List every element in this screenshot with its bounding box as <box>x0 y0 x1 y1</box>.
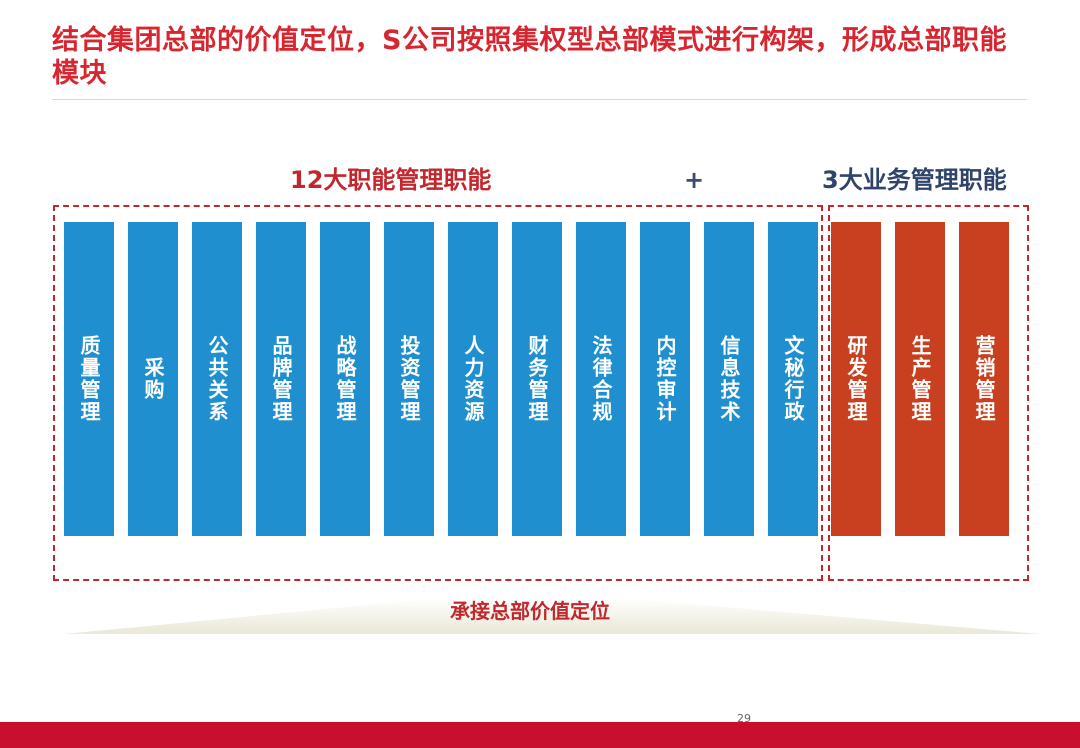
functional-item-label: 文秘行政 <box>781 335 805 423</box>
business-heading: 3大业务管理职能 <box>822 166 1007 194</box>
page-title: 结合集团总部的价值定位，S公司按照集权型总部模式进行构架，形成总部职能模块 <box>52 25 1007 89</box>
functional-item-label: 采购 <box>141 357 165 401</box>
functional-item: 公共关系 <box>192 222 242 536</box>
functional-item-label: 战略管理 <box>333 335 357 423</box>
functional-item: 投资管理 <box>384 222 434 536</box>
business-item: 研发管理 <box>831 222 881 536</box>
functional-item-label: 品牌管理 <box>269 335 293 423</box>
functional-item: 战略管理 <box>320 222 370 536</box>
functional-item: 人力资源 <box>448 222 498 536</box>
functional-item: 信息技术 <box>704 222 754 536</box>
functional-item-label: 人力资源 <box>461 335 485 423</box>
business-item-label: 研发管理 <box>844 335 868 423</box>
functional-item: 文秘行政 <box>768 222 818 536</box>
title-divider <box>52 99 1027 100</box>
functional-item-label: 质量管理 <box>77 335 101 423</box>
functional-item: 法律合规 <box>576 222 626 536</box>
functional-heading: 12大职能管理职能 <box>290 166 492 194</box>
functional-item: 采购 <box>128 222 178 536</box>
business-item: 营销管理 <box>959 222 1009 536</box>
functional-item: 内控审计 <box>640 222 690 536</box>
functional-item: 财务管理 <box>512 222 562 536</box>
footer-bar <box>0 722 1080 748</box>
functional-item-label: 信息技术 <box>717 335 741 423</box>
functional-item-label: 内控审计 <box>653 335 677 423</box>
functional-item-label: 法律合规 <box>589 335 613 423</box>
functional-item: 品牌管理 <box>256 222 306 536</box>
business-group-box <box>828 205 1029 581</box>
plus-sign: + <box>684 166 705 194</box>
functional-item-label: 财务管理 <box>525 335 549 423</box>
foundation-label: 承接总部价值定位 <box>450 599 610 623</box>
business-item-label: 生产管理 <box>908 335 932 423</box>
business-item-label: 营销管理 <box>972 335 996 423</box>
page-number: 29 <box>737 712 751 725</box>
business-item: 生产管理 <box>895 222 945 536</box>
functional-group-box <box>53 205 823 581</box>
functional-item-label: 投资管理 <box>397 335 421 423</box>
functional-item-label: 公共关系 <box>205 335 229 423</box>
functional-item: 质量管理 <box>64 222 114 536</box>
